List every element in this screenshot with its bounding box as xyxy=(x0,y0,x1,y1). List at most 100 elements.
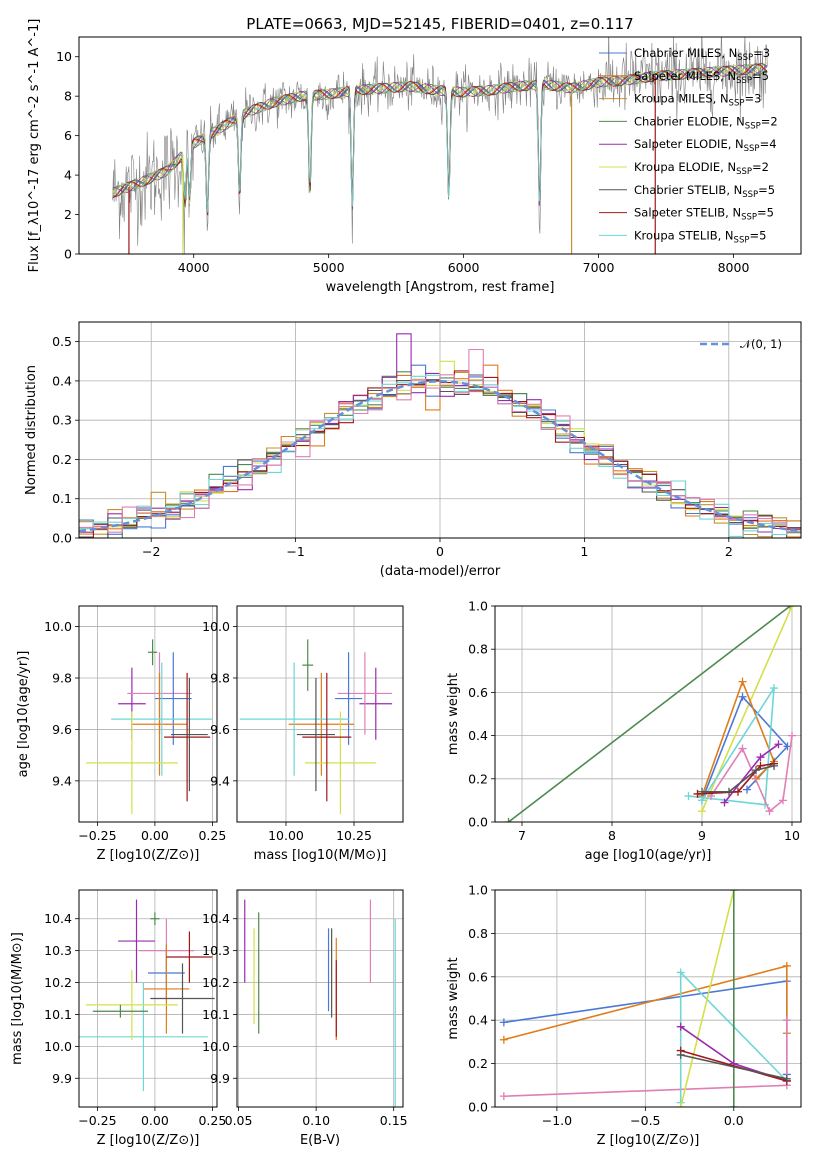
x-axis-label: Z [log10(Z/Z⊙)] xyxy=(97,1133,200,1148)
weight-vs-age-panel: 7 8 9 10 0.0 0.2 0.4 0.6 0.8 1.0 age [log10(age/yr… xyxy=(446,599,802,863)
y-tick-label: 10 xyxy=(56,49,72,64)
y-axis-label: mass weight xyxy=(446,957,461,1039)
weight-marker xyxy=(765,807,774,816)
weight-series-line xyxy=(680,1054,787,1080)
x-tick-label: −0.25 xyxy=(78,828,116,843)
y-tick-label: 4 xyxy=(64,168,72,183)
y-tick-label: 9.4 xyxy=(210,773,230,788)
x-tick-label: −0.5 xyxy=(630,1113,660,1128)
legend-entry: 𝒩(0, 1) xyxy=(740,337,782,351)
x-tick-label: −2 xyxy=(142,544,160,559)
y-tick-label: 10.3 xyxy=(202,943,230,958)
x-axis-label: E(B-V) xyxy=(300,1133,340,1148)
weight-series-line xyxy=(508,606,791,822)
weight-marker xyxy=(720,798,729,807)
x-tick-label: 0.0 xyxy=(724,1113,744,1128)
x-tick-label: 0.00 xyxy=(141,828,169,843)
mass-vs-ebv-panel: 0.05 0.10 0.15 9.9 10.0 10.1 10.2 10.3 10.4 E(B-V… xyxy=(202,889,408,1148)
x-tick-label: 0.15 xyxy=(380,1113,408,1128)
weight-marker xyxy=(504,818,513,822)
x-axis-label: wavelength [Angstrom, rest frame] xyxy=(326,280,555,295)
y-tick-label: 0.4 xyxy=(52,373,72,388)
spectrum-panel: 4000 5000 6000 7000 8000 0 2 4 6 8 10 wavelength [A… xyxy=(27,19,802,295)
age-vs-mass-panel: 10.00 10.25 9.4 9.6 9.8 10.0 mass [log10(M/M⊙)… xyxy=(202,605,404,863)
axes-frame xyxy=(236,605,404,823)
errorbars xyxy=(85,639,213,815)
x-tick-label: 4000 xyxy=(178,260,210,275)
y-tick-label: 9.9 xyxy=(52,1071,72,1086)
spectrum-lines xyxy=(112,37,768,254)
weight-marker xyxy=(676,1103,685,1107)
weight-marker xyxy=(779,796,787,805)
y-tick-label: 8 xyxy=(64,89,72,104)
weight-marker xyxy=(725,787,733,796)
legend-entry: Kroupa MILES, NSSP=3 xyxy=(634,92,761,109)
weight-marker xyxy=(788,731,796,740)
weight-marker xyxy=(684,792,693,801)
weight-marker xyxy=(698,787,706,796)
weight-marker xyxy=(734,787,742,796)
y-tick-label: 0.2 xyxy=(468,1056,488,1071)
weight-marker xyxy=(693,789,702,798)
y-tick-label: 10.1 xyxy=(202,1007,230,1022)
weight-marker xyxy=(752,766,760,775)
age-vs-Z-panel: −0.25 0.00 0.25 9.4 9.6 9.8 10.0 Z [log10(Z/Z⊙)… xyxy=(16,605,226,863)
y-tick-label: 10.3 xyxy=(44,943,72,958)
y-tick-label: 6 xyxy=(64,128,72,143)
weight-marker xyxy=(756,753,765,762)
x-tick-label: 7000 xyxy=(583,260,615,275)
y-tick-label: 9.9 xyxy=(210,1071,230,1086)
y-tick-label: 10.4 xyxy=(202,911,230,926)
histogram-panel: −2 −1 0 1 2 0.0 0.1 0.2 0.3 0.4 0.5 (data-model)/er… xyxy=(24,321,802,579)
x-tick-label: 9 xyxy=(698,828,706,843)
weight-lines xyxy=(499,890,791,1107)
x-tick-label: −1.0 xyxy=(542,1113,572,1128)
normal-curve xyxy=(79,380,801,533)
weight-marker xyxy=(738,677,747,686)
axes-frame xyxy=(236,889,404,1108)
weight-marker xyxy=(782,1016,791,1025)
weight-marker xyxy=(770,761,778,770)
histogram-series xyxy=(79,360,801,538)
x-tick-label: 6000 xyxy=(448,260,480,275)
legend-entry: Chabrier ELODIE, NSSP=2 xyxy=(634,114,778,131)
y-tick-label: 9.6 xyxy=(52,722,72,737)
x-tick-label: 10.00 xyxy=(268,828,304,843)
y-tick-label: 2 xyxy=(64,207,72,222)
x-tick-label: 8 xyxy=(608,828,616,843)
y-tick-label: 9.8 xyxy=(210,671,230,686)
weight-marker xyxy=(743,785,751,794)
model-spectrum-line xyxy=(112,63,768,214)
y-tick-label: 0.6 xyxy=(468,969,488,984)
y-tick-label: 10.0 xyxy=(202,619,230,634)
x-tick-label: 1 xyxy=(580,544,588,559)
x-tick-label: 10.25 xyxy=(336,828,372,843)
x-tick-label: −1 xyxy=(286,544,304,559)
axes-frame xyxy=(78,605,218,823)
x-tick-label: −0.25 xyxy=(78,1113,116,1128)
x-tick-label: 5000 xyxy=(313,260,345,275)
weight-marker xyxy=(788,606,796,610)
x-axis-label: Z [log10(Z/Z⊙)] xyxy=(97,848,200,863)
y-tick-label: 10.0 xyxy=(44,619,72,634)
x-axis-label: age [log10(age/yr)] xyxy=(585,848,712,863)
errorbars xyxy=(244,899,396,1107)
axes-frame xyxy=(494,605,802,823)
weight-marker xyxy=(499,1092,508,1101)
weight-marker xyxy=(782,1074,791,1083)
weight-series-line xyxy=(702,765,775,793)
y-tick-label: 10.2 xyxy=(202,975,230,990)
y-axis-label: Flux [f_λ10^-17 erg cm^-2 s^-1 A^-1] xyxy=(27,19,42,273)
weight-marker xyxy=(774,740,783,749)
weight-marker xyxy=(499,1035,508,1044)
y-tick-label: 0.3 xyxy=(52,413,72,428)
weight-marker xyxy=(782,961,791,970)
x-tick-label: 7 xyxy=(518,828,526,843)
y-tick-label: 0.4 xyxy=(468,728,488,743)
model-spectrum-line xyxy=(112,63,768,210)
x-axis-label: mass [log10(M/M⊙)] xyxy=(254,848,387,863)
y-tick-label: 0.0 xyxy=(468,815,488,830)
weight-marker xyxy=(698,807,706,816)
weight-series-line xyxy=(697,762,775,795)
weight-lines xyxy=(504,606,796,822)
